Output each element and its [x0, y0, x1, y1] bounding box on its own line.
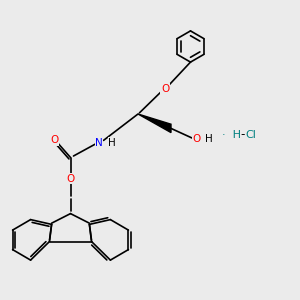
Text: N: N	[95, 137, 103, 148]
Text: O: O	[192, 134, 201, 145]
Text: O: O	[50, 135, 59, 146]
Text: Cl: Cl	[245, 130, 256, 140]
Text: -: -	[241, 128, 245, 142]
Text: O: O	[161, 83, 169, 94]
Polygon shape	[138, 114, 171, 133]
Text: H: H	[108, 137, 116, 148]
Text: ·  H: · H	[221, 130, 241, 140]
Text: O: O	[66, 173, 75, 184]
Text: H: H	[205, 134, 212, 145]
